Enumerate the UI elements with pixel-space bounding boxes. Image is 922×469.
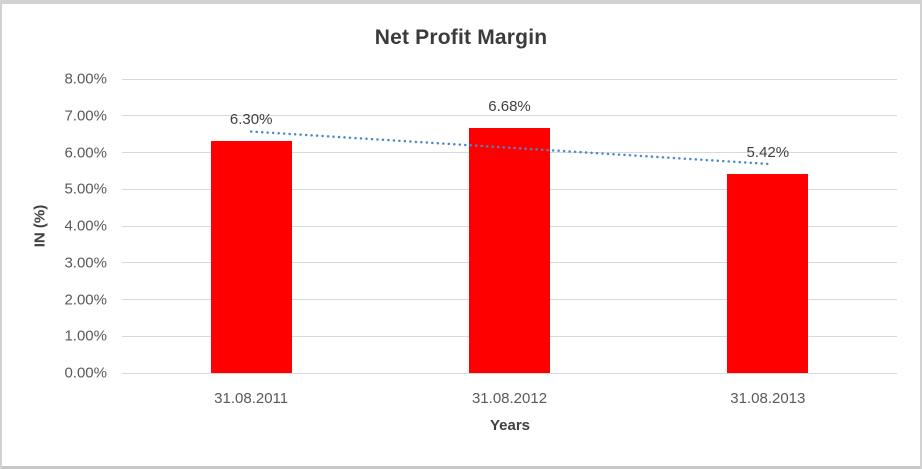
x-axis-tick-label: 31.08.2011	[214, 390, 289, 407]
chart-border-left	[0, 0, 2, 469]
gridline	[122, 115, 897, 117]
gridline	[122, 372, 897, 374]
chart-border-right	[920, 0, 922, 469]
chart-title: Net Profit Margin	[374, 26, 548, 49]
data-label: 6.68%	[488, 97, 531, 115]
x-axis-tick-label: 31.08.2012	[471, 390, 548, 407]
y-axis-tick-label: 3.00%	[64, 254, 107, 272]
y-axis-title: IN (%)	[31, 204, 49, 248]
y-axis-tick-label: 4.00%	[64, 217, 107, 235]
y-axis-tick-label: 0.00%	[64, 364, 107, 382]
data-label: 6.30%	[229, 111, 273, 129]
chart-border-bottom	[0, 466, 922, 469]
x-axis-tick-label: 31.08.2013	[730, 390, 806, 407]
y-axis-tick-label: 5.00%	[64, 180, 107, 198]
y-axis-tick-label: 6.00%	[64, 144, 107, 161]
y-axis-tick-label: 1.00%	[64, 327, 107, 345]
chart-border-top	[0, 0, 922, 4]
data-label: 5.42%	[746, 143, 790, 161]
x-axis-title: Years	[489, 417, 531, 434]
y-axis-tick-label: 7.00%	[64, 107, 107, 125]
gridline	[122, 78, 897, 80]
bar-31.08.2011	[210, 141, 292, 373]
bar-31.08.2013	[727, 173, 809, 373]
y-axis-tick-label: 8.00%	[64, 70, 107, 88]
y-axis-tick-label: 2.00%	[64, 291, 107, 308]
bar-31.08.2012	[469, 127, 550, 373]
